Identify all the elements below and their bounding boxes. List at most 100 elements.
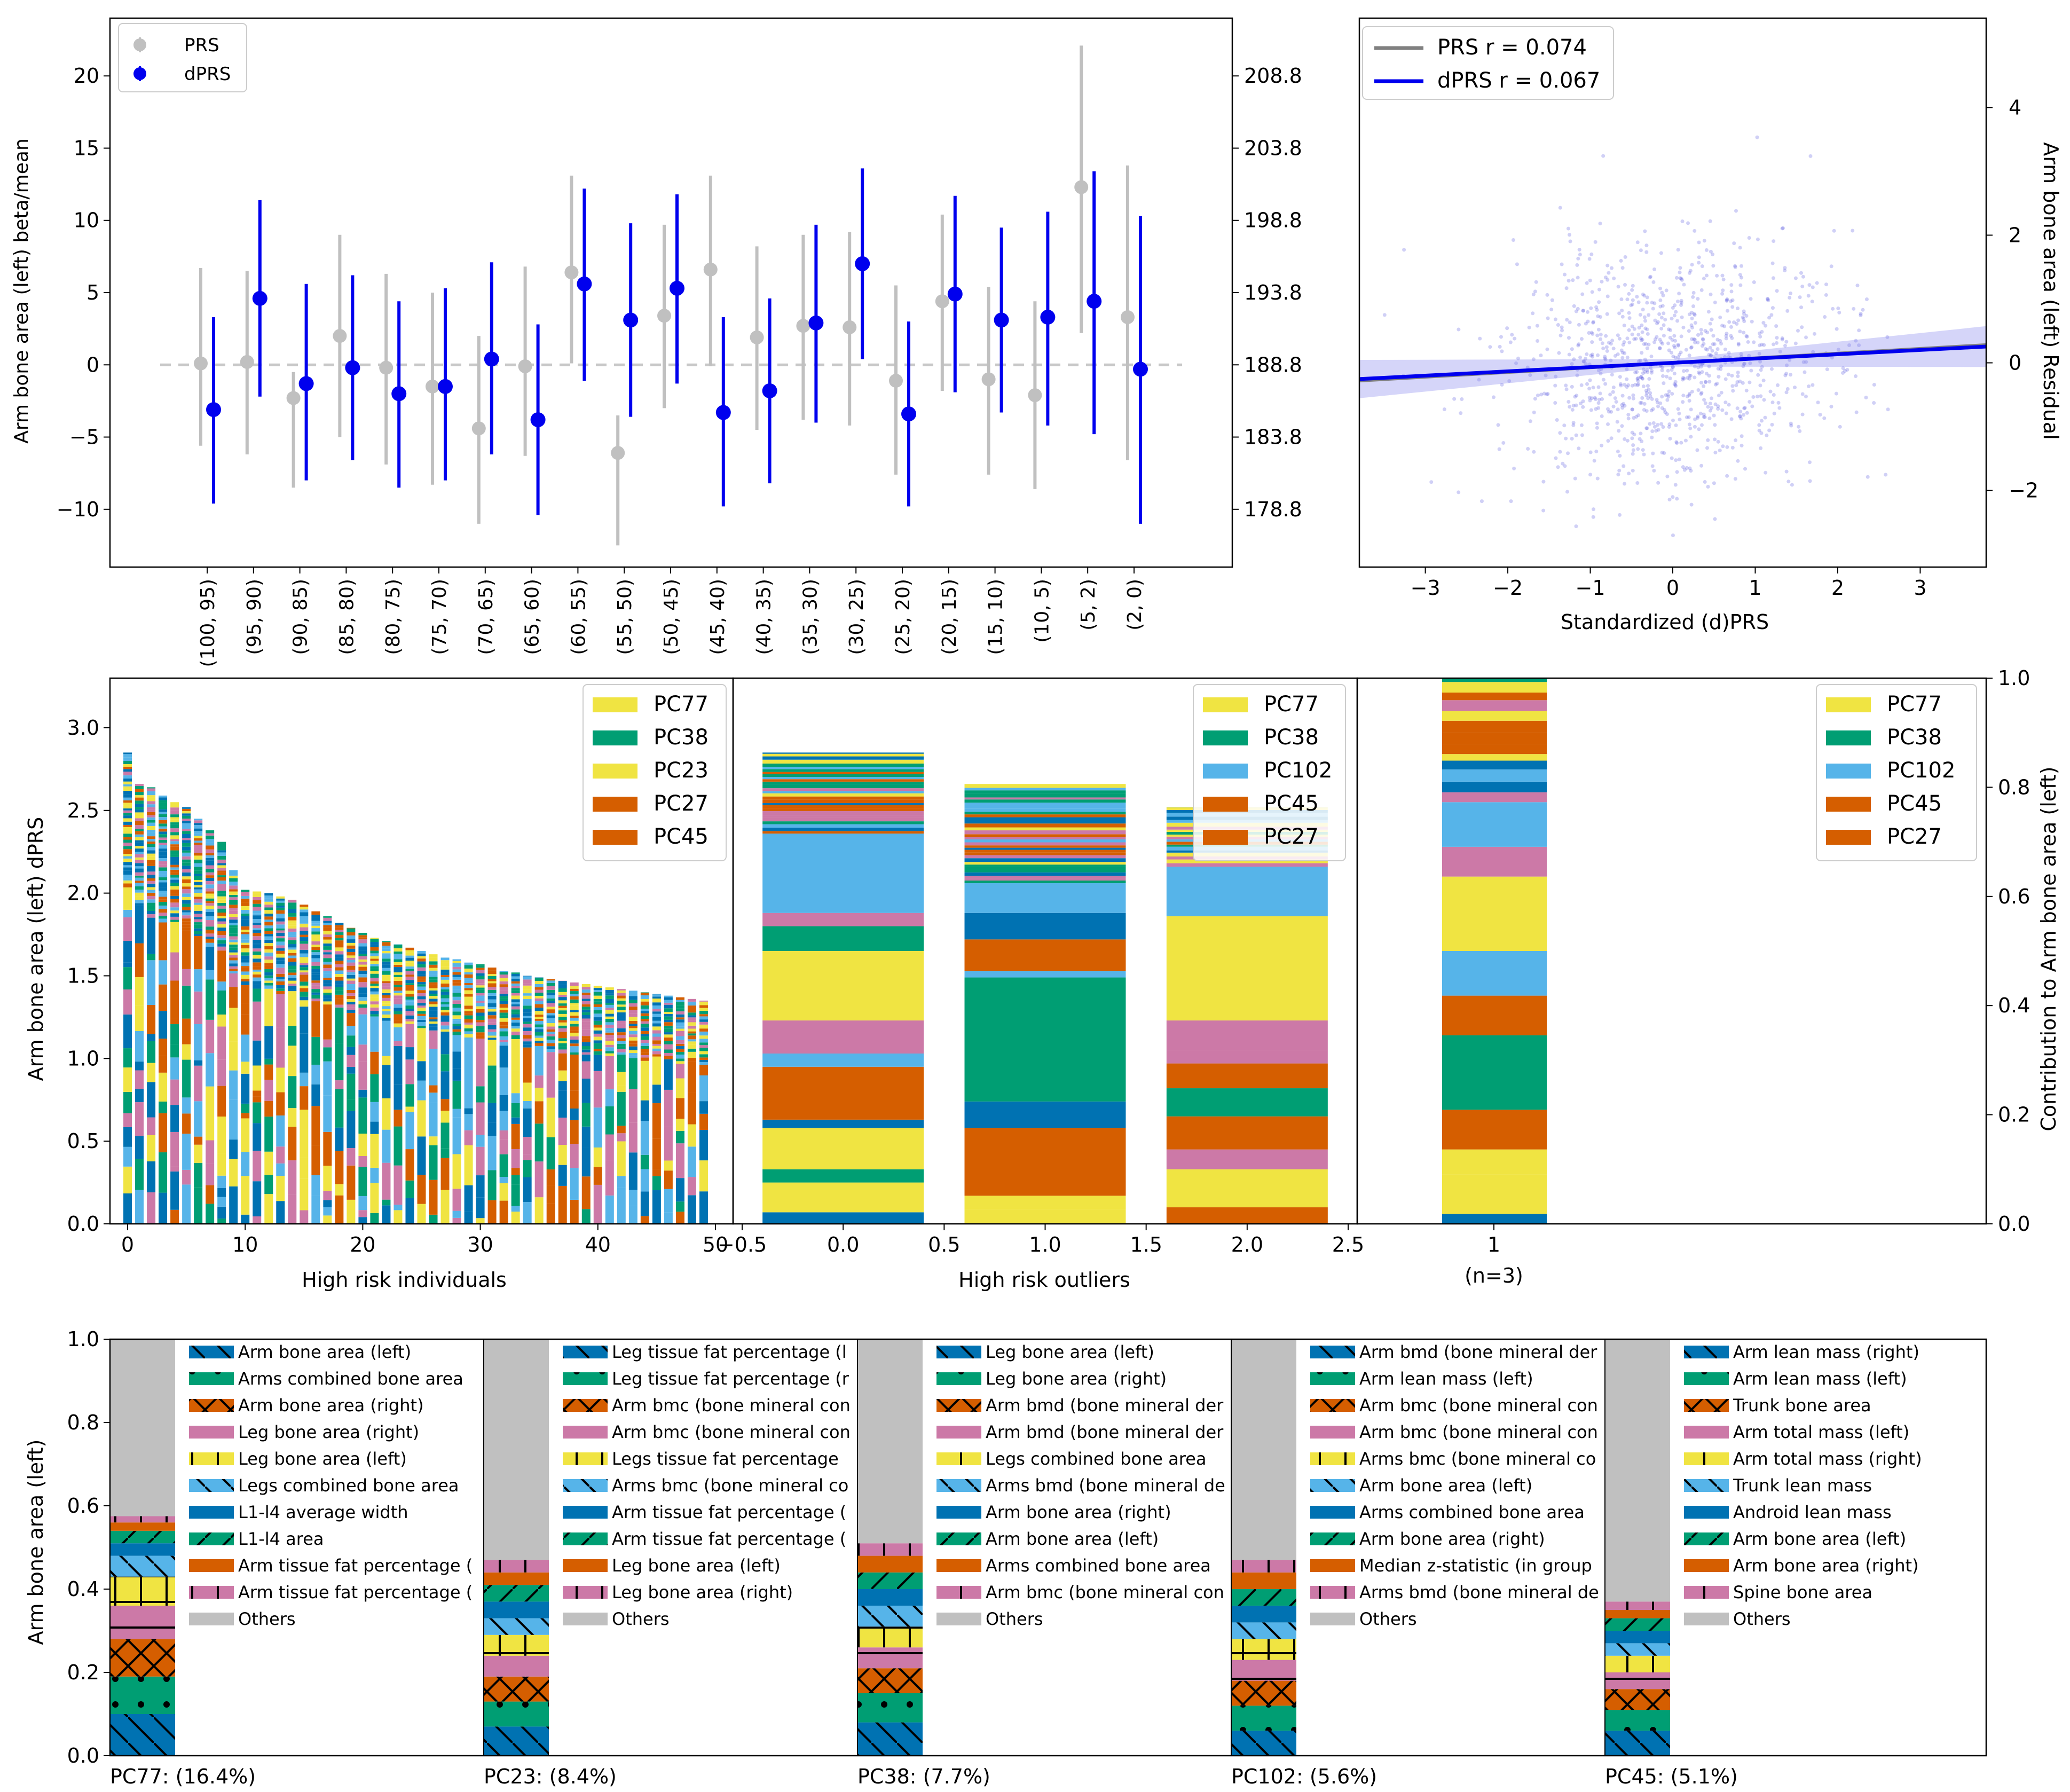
pc-loadings-plot: PC77: (16.4%)Arm bone area (left)Arms co… <box>67 1327 1987 1788</box>
individual-bar-segment-minor <box>370 1011 379 1015</box>
individual-bar-segment-minor <box>335 954 344 957</box>
individual-bar-segment-minor <box>523 989 532 994</box>
residual-point <box>1645 295 1649 300</box>
residual-point <box>1644 389 1648 393</box>
residual-point <box>1531 311 1535 316</box>
individual-bar-segment-minor <box>241 966 250 968</box>
residual-point <box>1539 353 1543 358</box>
individual-bar-segment-minor <box>476 1009 485 1013</box>
individual-bar-segment-minor <box>358 987 367 991</box>
individual-bar-segment-minor <box>182 866 191 869</box>
outliers-legend-label: PC77 <box>1264 692 1319 717</box>
individual-bar-segment-minor <box>534 1004 544 1008</box>
individual-bar-segment-minor <box>135 804 144 807</box>
individual-bar-segment-minor <box>393 959 403 962</box>
outlier-bar-segment-minor <box>762 796 924 800</box>
individual-bar-segment <box>523 1047 532 1083</box>
individual-bar-segment-minor <box>288 937 297 940</box>
individual-bar-segment-minor <box>194 855 203 860</box>
individual-bar-segment <box>523 1201 532 1224</box>
individual-bar-segment <box>558 1185 567 1224</box>
individual-bar-segment-minor <box>617 998 626 1001</box>
individual-bar-segment-minor <box>206 853 215 855</box>
individual-bar-segment-minor <box>476 1006 485 1009</box>
individual-bar-segment-minor <box>288 920 297 924</box>
individual-bar-segment-minor <box>687 1041 696 1045</box>
residual-point <box>1601 378 1605 382</box>
individual-bar-segment-minor <box>593 1007 602 1010</box>
residual-point <box>1718 315 1722 319</box>
individual-bar-segment-minor <box>370 994 379 998</box>
contribution-legend-box <box>1816 684 1977 861</box>
residual-point <box>1744 314 1749 318</box>
residual-point <box>1679 301 1683 305</box>
individual-bar-segment-minor <box>417 1016 426 1020</box>
residual-point <box>1739 416 1743 421</box>
residual-point <box>1736 343 1741 347</box>
residual-point <box>1630 288 1634 292</box>
residual-point <box>1734 209 1738 213</box>
individual-bar-segment-minor <box>194 838 203 841</box>
individual-bar-segment <box>581 1209 591 1224</box>
residual-point <box>1650 464 1655 468</box>
individual-bar-segment-minor <box>135 877 144 881</box>
residual-point <box>1808 479 1812 483</box>
individual-bar-segment-minor <box>123 862 132 866</box>
residual-point <box>1677 411 1681 415</box>
residual-point <box>1582 359 1586 364</box>
individual-bar-segment-minor <box>523 1009 532 1013</box>
individual-bar-segment-minor <box>182 811 191 814</box>
individual-bar-segment-minor <box>347 962 356 966</box>
individual-bar-segment-minor <box>417 986 426 991</box>
individual-bar-segment-minor <box>405 985 414 987</box>
individual-bar-segment-minor <box>546 995 555 999</box>
loading-bar-segment <box>484 1701 549 1727</box>
individual-bar-segment-minor <box>558 988 567 992</box>
individual-bar-segment-minor <box>617 1007 626 1010</box>
loading-bar-segment <box>1605 1643 1670 1656</box>
residual-point <box>1579 423 1584 427</box>
residual-point <box>1460 397 1464 402</box>
individual-bar-segment <box>382 1162 391 1200</box>
individual-bar-segment-minor <box>159 885 168 887</box>
individual-bar-segment-minor <box>628 1053 637 1056</box>
individual-bar-segment-minor <box>405 955 414 958</box>
individual-bar-segment-minor <box>511 995 520 1000</box>
loading-bar-segment <box>1605 1618 1670 1631</box>
residual-point <box>1589 331 1594 335</box>
individual-bar-segment-minor <box>652 1002 661 1006</box>
individual-bar-segment-minor <box>452 983 461 986</box>
individual-bar-segment <box>464 1040 473 1074</box>
individual-bar-segment-minor <box>652 1043 661 1046</box>
individual-bar-segment-minor <box>159 902 168 906</box>
individual-bar-segment <box>687 1177 696 1196</box>
residual-point <box>1651 421 1656 425</box>
residual-point <box>1735 322 1739 326</box>
individual-bar-segment-minor <box>253 932 262 937</box>
individual-bar-segment-minor <box>323 925 332 928</box>
residual-point <box>1594 305 1599 309</box>
individual-bar-segment-minor <box>534 1027 544 1029</box>
residual-xlabel: Standardized (d)PRS <box>1561 610 1769 634</box>
residual-point <box>1508 340 1513 344</box>
individual-bar-segment-minor <box>440 1012 450 1016</box>
individual-bar-segment-minor <box>159 839 168 843</box>
individual-bar-segment-minor <box>617 1010 626 1012</box>
individual-bar-segment <box>687 1124 696 1147</box>
loading-legend-swatch <box>563 1613 608 1625</box>
residual-point <box>1632 327 1636 331</box>
residual-point <box>1656 320 1660 324</box>
residual-point <box>1720 408 1725 412</box>
residual-point <box>1595 476 1600 481</box>
residual-point <box>1702 342 1706 346</box>
individual-bar-segment <box>617 1188 626 1224</box>
prs-point <box>333 329 347 343</box>
individual-bar-segment-minor <box>664 1034 673 1038</box>
individual-bar-segment <box>229 1139 238 1159</box>
residual-point <box>1580 292 1585 296</box>
individual-bar-segment <box>217 1014 226 1027</box>
individual-bar-segment <box>370 1134 379 1168</box>
residual-point <box>1609 410 1614 414</box>
individual-bar-segment-minor <box>229 923 238 925</box>
loading-legend-label: Arm tissue fat percentage ( <box>612 1529 846 1549</box>
